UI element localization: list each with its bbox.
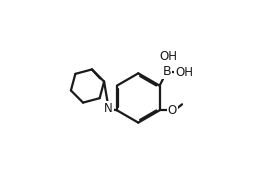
- Text: OH: OH: [176, 66, 194, 79]
- Text: OH: OH: [159, 50, 177, 63]
- Text: N: N: [104, 102, 113, 115]
- Text: O: O: [168, 104, 177, 117]
- Text: B: B: [162, 65, 171, 78]
